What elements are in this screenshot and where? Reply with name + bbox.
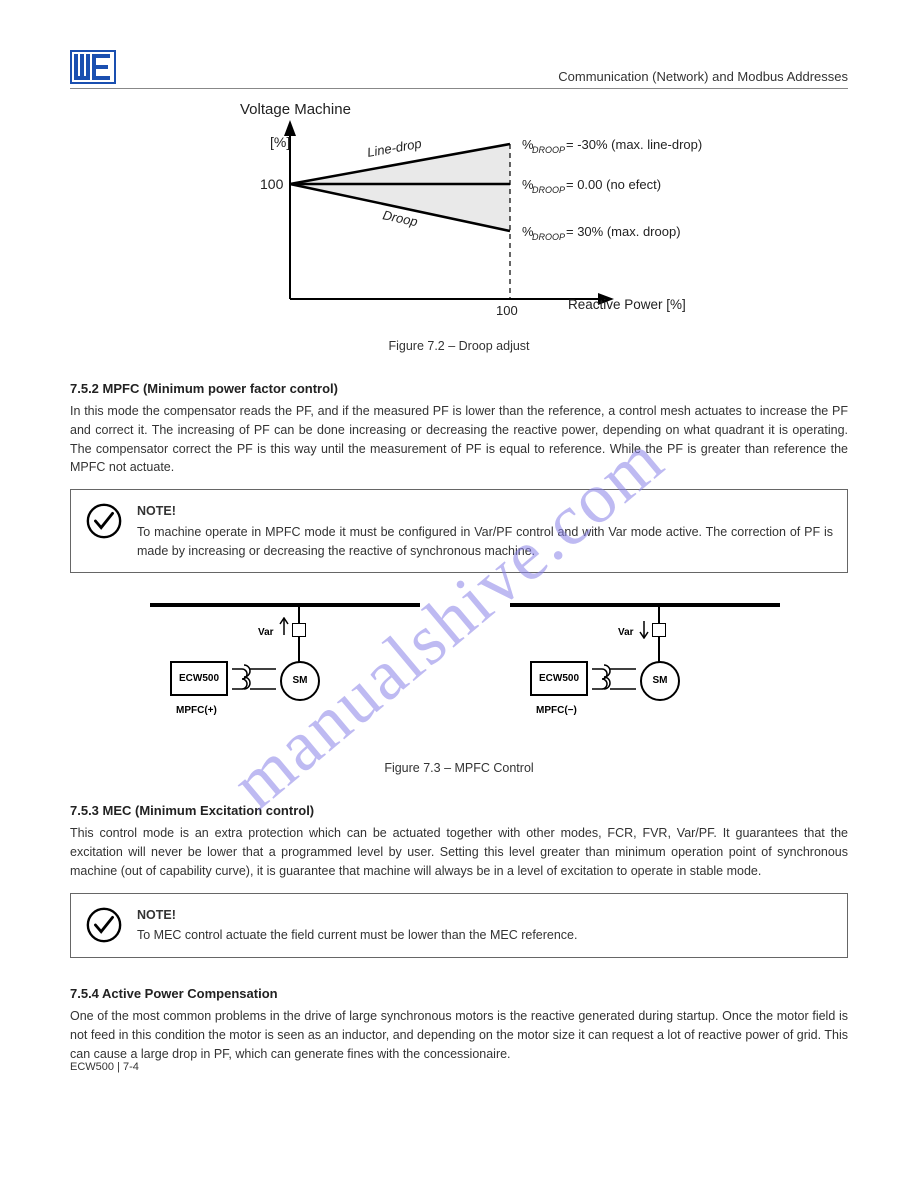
arrow-up-icon — [278, 617, 290, 637]
vline-l2 — [298, 637, 300, 663]
figure2-caption: Figure 7.3 – MPFC Control — [70, 761, 848, 775]
vline-r2 — [658, 637, 660, 663]
var-box-left — [292, 623, 306, 637]
note1-box: NOTE! To machine operate in MPFC mode it… — [70, 489, 848, 573]
svg-text:DROOP: DROOP — [532, 145, 565, 155]
svg-text:Reactive Power [%]: Reactive Power [%] — [568, 297, 686, 312]
section3-title: 7.5.4 Active Power Compensation — [70, 986, 848, 1001]
coil-left — [230, 663, 278, 699]
svg-text:100: 100 — [496, 303, 518, 318]
arrow-down-icon — [638, 619, 650, 639]
chart-title: Voltage Machine — [240, 101, 351, 118]
section2-title: 7.5.3 MEC (Minimum Excitation control) — [70, 803, 848, 818]
figure1-caption: Figure 7.2 – Droop adjust — [70, 339, 848, 353]
section3-body: One of the most common problems in the d… — [70, 1007, 848, 1063]
mpfc-right-caption: MPFC(−) — [536, 705, 577, 716]
note1-content: NOTE! To machine operate in MPFC mode it… — [137, 502, 833, 560]
bus-left — [150, 603, 420, 607]
ecw-box-left: ECW500 — [170, 661, 228, 696]
section2-body: This control mode is an extra protection… — [70, 824, 848, 880]
droop-chart: Voltage Machine [%] 100 Line-drop Droop … — [170, 109, 730, 329]
svg-text:= -30% (max. line-drop): = -30% (max. line-drop) — [566, 137, 702, 152]
note2-text: To MEC control actuate the field current… — [137, 928, 578, 942]
section1-body: In this mode the compensator reads the P… — [70, 402, 848, 477]
note2-box: NOTE! To MEC control actuate the field c… — [70, 893, 848, 959]
bus-right — [510, 603, 780, 607]
sm-circle-left: SM — [280, 661, 320, 701]
header-title: Communication (Network) and Modbus Addre… — [558, 69, 848, 84]
note1-label: NOTE! — [137, 502, 833, 521]
svg-text:= 30% (max. droop): = 30% (max. droop) — [566, 224, 681, 239]
var-box-right — [652, 623, 666, 637]
section1-title: 7.5.2 MPFC (Minimum power factor control… — [70, 381, 848, 396]
chart-svg: [%] 100 Line-drop Droop 100 Reactive Pow… — [170, 109, 730, 329]
note2-content: NOTE! To MEC control actuate the field c… — [137, 906, 578, 946]
weg-logo — [70, 50, 116, 84]
ecw-box-right: ECW500 — [530, 661, 588, 696]
var-label-right: Var — [618, 627, 634, 638]
check-icon — [85, 502, 123, 540]
svg-text:Line-drop: Line-drop — [366, 136, 423, 160]
check-icon — [85, 906, 123, 944]
sm-circle-right: SM — [640, 661, 680, 701]
note1-text: To machine operate in MPFC mode it must … — [137, 525, 833, 558]
page-footer: ECW500 | 7-4 — [70, 1061, 848, 1073]
svg-text:[%]: [%] — [270, 134, 290, 150]
var-label-left: Var — [258, 627, 274, 638]
svg-text:= 0.00 (no efect): = 0.00 (no efect) — [566, 177, 661, 192]
mpfc-left-caption: MPFC(+) — [176, 705, 217, 716]
page-header: Communication (Network) and Modbus Addre… — [70, 50, 848, 89]
svg-text:DROOP: DROOP — [532, 185, 565, 195]
note2-label: NOTE! — [137, 906, 578, 925]
mpfc-diagram: Var ECW500 SM MPFC(+) Var ECW500 SM MPFC… — [150, 593, 790, 753]
footer-left: ECW500 | 7-4 — [70, 1061, 139, 1073]
svg-text:DROOP: DROOP — [532, 232, 565, 242]
svg-text:100: 100 — [260, 176, 284, 192]
coil-right — [590, 663, 638, 699]
